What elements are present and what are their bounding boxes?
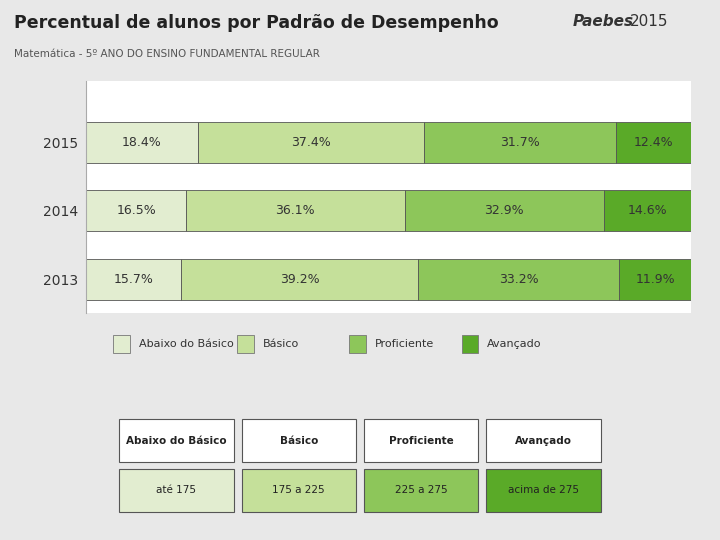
FancyBboxPatch shape <box>241 469 356 512</box>
FancyBboxPatch shape <box>486 469 601 512</box>
Text: 11.9%: 11.9% <box>636 273 675 286</box>
Text: Proficiente: Proficiente <box>375 339 434 349</box>
FancyBboxPatch shape <box>364 469 479 512</box>
Text: 14.6%: 14.6% <box>628 204 667 217</box>
Text: acima de 275: acima de 275 <box>508 485 579 495</box>
Text: 12.4%: 12.4% <box>634 136 673 149</box>
Bar <box>424 122 616 163</box>
Text: 36.1%: 36.1% <box>276 204 315 217</box>
Bar <box>198 122 424 163</box>
Text: até 175: até 175 <box>156 485 197 495</box>
Text: 175 a 225: 175 a 225 <box>272 485 325 495</box>
Text: Abaixo do Básico: Abaixo do Básico <box>126 436 227 446</box>
Text: Básico: Básico <box>263 339 299 349</box>
Text: Avançado: Avançado <box>487 339 541 349</box>
Text: 37.4%: 37.4% <box>291 136 330 149</box>
Bar <box>86 259 181 300</box>
Text: Avançado: Avançado <box>515 436 572 446</box>
Bar <box>619 259 691 300</box>
FancyBboxPatch shape <box>238 335 254 354</box>
Bar <box>86 122 198 163</box>
Bar <box>603 190 692 231</box>
Bar <box>181 259 418 300</box>
FancyBboxPatch shape <box>364 419 479 462</box>
FancyBboxPatch shape <box>241 419 356 462</box>
Text: Paebes: Paebes <box>572 14 634 29</box>
FancyBboxPatch shape <box>119 469 234 512</box>
FancyBboxPatch shape <box>113 335 130 354</box>
Bar <box>616 122 690 163</box>
Bar <box>418 259 619 300</box>
FancyBboxPatch shape <box>462 335 478 354</box>
Text: Abaixo do Básico: Abaixo do Básico <box>139 339 233 349</box>
FancyBboxPatch shape <box>486 419 601 462</box>
Text: Básico: Básico <box>279 436 318 446</box>
Text: 15.7%: 15.7% <box>114 273 154 286</box>
Text: Percentual de alunos por Padrão de Desempenho: Percentual de alunos por Padrão de Desem… <box>14 14 499 32</box>
Text: 32.9%: 32.9% <box>485 204 524 217</box>
Bar <box>405 190 603 231</box>
FancyBboxPatch shape <box>119 419 234 462</box>
Text: 225 a 275: 225 a 275 <box>395 485 448 495</box>
FancyBboxPatch shape <box>349 335 366 354</box>
Text: 2015: 2015 <box>630 14 668 29</box>
Text: 33.2%: 33.2% <box>499 273 539 286</box>
Text: Proficiente: Proficiente <box>389 436 454 446</box>
Text: Matemática - 5º ANO DO ENSINO FUNDAMENTAL REGULAR: Matemática - 5º ANO DO ENSINO FUNDAMENTA… <box>14 49 320 59</box>
Text: 39.2%: 39.2% <box>280 273 320 286</box>
Text: 31.7%: 31.7% <box>500 136 539 149</box>
Text: 16.5%: 16.5% <box>117 204 156 217</box>
Bar <box>186 190 405 231</box>
Text: 18.4%: 18.4% <box>122 136 162 149</box>
Bar <box>86 190 186 231</box>
